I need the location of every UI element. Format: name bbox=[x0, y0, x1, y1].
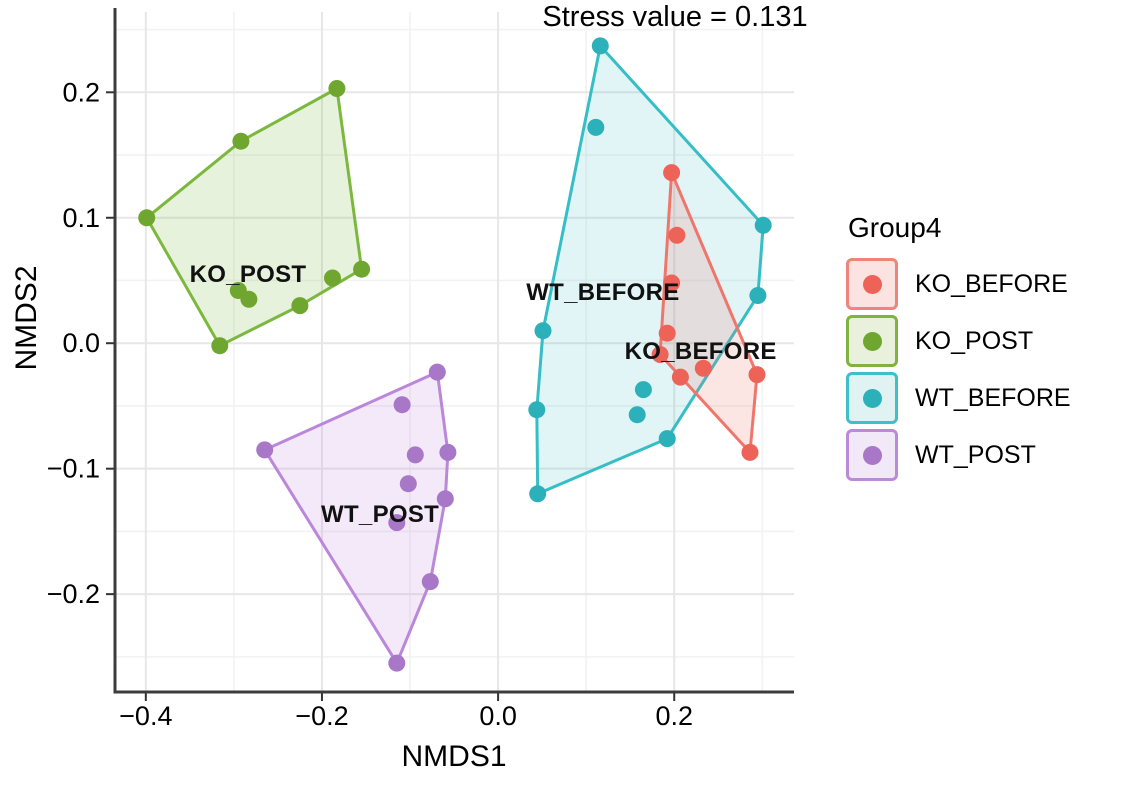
legend-item-wt-post: WT_POST bbox=[846, 429, 1071, 481]
point-WT_BEFORE bbox=[587, 118, 605, 136]
y-tick-label: 0.0 bbox=[62, 328, 100, 358]
point-KO_BEFORE bbox=[748, 366, 766, 384]
y-axis-title: NMDS2 bbox=[10, 265, 43, 371]
point-WT_POST bbox=[406, 446, 424, 464]
cluster-label-ko-before: KO_BEFORE bbox=[624, 338, 777, 365]
point-KO_BEFORE bbox=[663, 164, 681, 182]
point-WT_BEFORE bbox=[754, 216, 772, 234]
legend-key-swatch bbox=[846, 315, 898, 367]
point-WT_BEFORE bbox=[658, 430, 676, 448]
legend-key-swatch bbox=[846, 429, 898, 481]
point-KO_POST bbox=[291, 297, 309, 315]
point-KO_POST bbox=[353, 260, 371, 278]
legend-item-label: KO_BEFORE bbox=[915, 269, 1068, 298]
legend: Group4 KO_BEFORE KO_POST WT_BEFORE WT_PO… bbox=[846, 212, 1071, 486]
point-WT_POST bbox=[421, 573, 439, 591]
point-KO_BEFORE bbox=[741, 443, 759, 461]
cluster-label-wt-before: WT_BEFORE bbox=[526, 279, 680, 307]
y-tick-label: 0.1 bbox=[62, 203, 100, 233]
legend-dot-icon bbox=[862, 331, 882, 351]
point-KO_POST bbox=[324, 269, 341, 287]
legend-key-swatch bbox=[846, 258, 898, 310]
point-KO_POST bbox=[211, 337, 229, 355]
point-WT_POST bbox=[393, 396, 411, 414]
point-WT_POST bbox=[399, 475, 417, 493]
y-tick-label: −0.1 bbox=[47, 454, 100, 484]
legend-item-label: WT_POST bbox=[915, 440, 1036, 469]
y-tick-label: 0.2 bbox=[62, 77, 100, 107]
point-KO_POST bbox=[328, 80, 346, 97]
plot-title: Stress value = 0.131 bbox=[542, 1, 808, 33]
point-KO_BEFORE bbox=[694, 359, 712, 377]
cluster-label-ko-post: KO_POST bbox=[189, 261, 307, 289]
hull-KO_POST bbox=[145, 87, 364, 348]
legend-item-ko-before: KO_BEFORE bbox=[846, 258, 1071, 310]
hull-WT_BEFORE bbox=[535, 44, 765, 496]
x-tick-label: −0.4 bbox=[119, 701, 172, 731]
legend-item-label: WT_BEFORE bbox=[915, 383, 1071, 412]
legend-item-wt-before: WT_BEFORE bbox=[846, 372, 1071, 424]
point-WT_POST bbox=[436, 490, 454, 508]
point-WT_BEFORE bbox=[534, 322, 552, 340]
legend-title: Group4 bbox=[848, 212, 942, 243]
point-KO_POST bbox=[138, 209, 156, 227]
point-KO_BEFORE bbox=[658, 324, 676, 342]
y-tick-label: −0.2 bbox=[47, 579, 100, 609]
legend-dot-icon bbox=[862, 445, 882, 465]
point-WT_POST bbox=[388, 654, 406, 672]
x-tick-label: −0.2 bbox=[295, 701, 348, 731]
point-WT_BEFORE bbox=[529, 485, 547, 503]
legend-item-label: KO_POST bbox=[915, 326, 1034, 355]
point-WT_BEFORE bbox=[591, 37, 609, 55]
legend-key-swatch bbox=[846, 372, 898, 424]
point-WT_POST bbox=[428, 363, 446, 381]
point-KO_POST bbox=[240, 290, 258, 308]
point-WT_BEFORE bbox=[634, 381, 652, 399]
point-KO_BEFORE bbox=[651, 346, 669, 363]
point-WT_POST bbox=[256, 441, 274, 459]
x-axis-title: NMDS1 bbox=[401, 740, 507, 773]
point-KO_BEFORE bbox=[671, 368, 689, 386]
point-WT_BEFORE bbox=[749, 287, 767, 304]
point-KO_BEFORE bbox=[668, 226, 686, 244]
point-KO_POST bbox=[232, 132, 250, 150]
legend-dot-icon bbox=[862, 388, 882, 408]
legend-item-ko-post: KO_POST bbox=[846, 315, 1071, 367]
x-tick-label: 0.2 bbox=[655, 701, 693, 731]
point-WT_BEFORE bbox=[528, 401, 546, 419]
point-WT_BEFORE bbox=[628, 406, 646, 424]
cluster-label-wt-post: WT_POST bbox=[321, 501, 440, 529]
point-WT_POST bbox=[439, 443, 457, 461]
x-tick-label: 0.0 bbox=[479, 701, 517, 731]
point-KO_BEFORE bbox=[663, 274, 681, 292]
legend-dot-icon bbox=[862, 274, 882, 294]
point-WT_POST bbox=[388, 514, 406, 532]
